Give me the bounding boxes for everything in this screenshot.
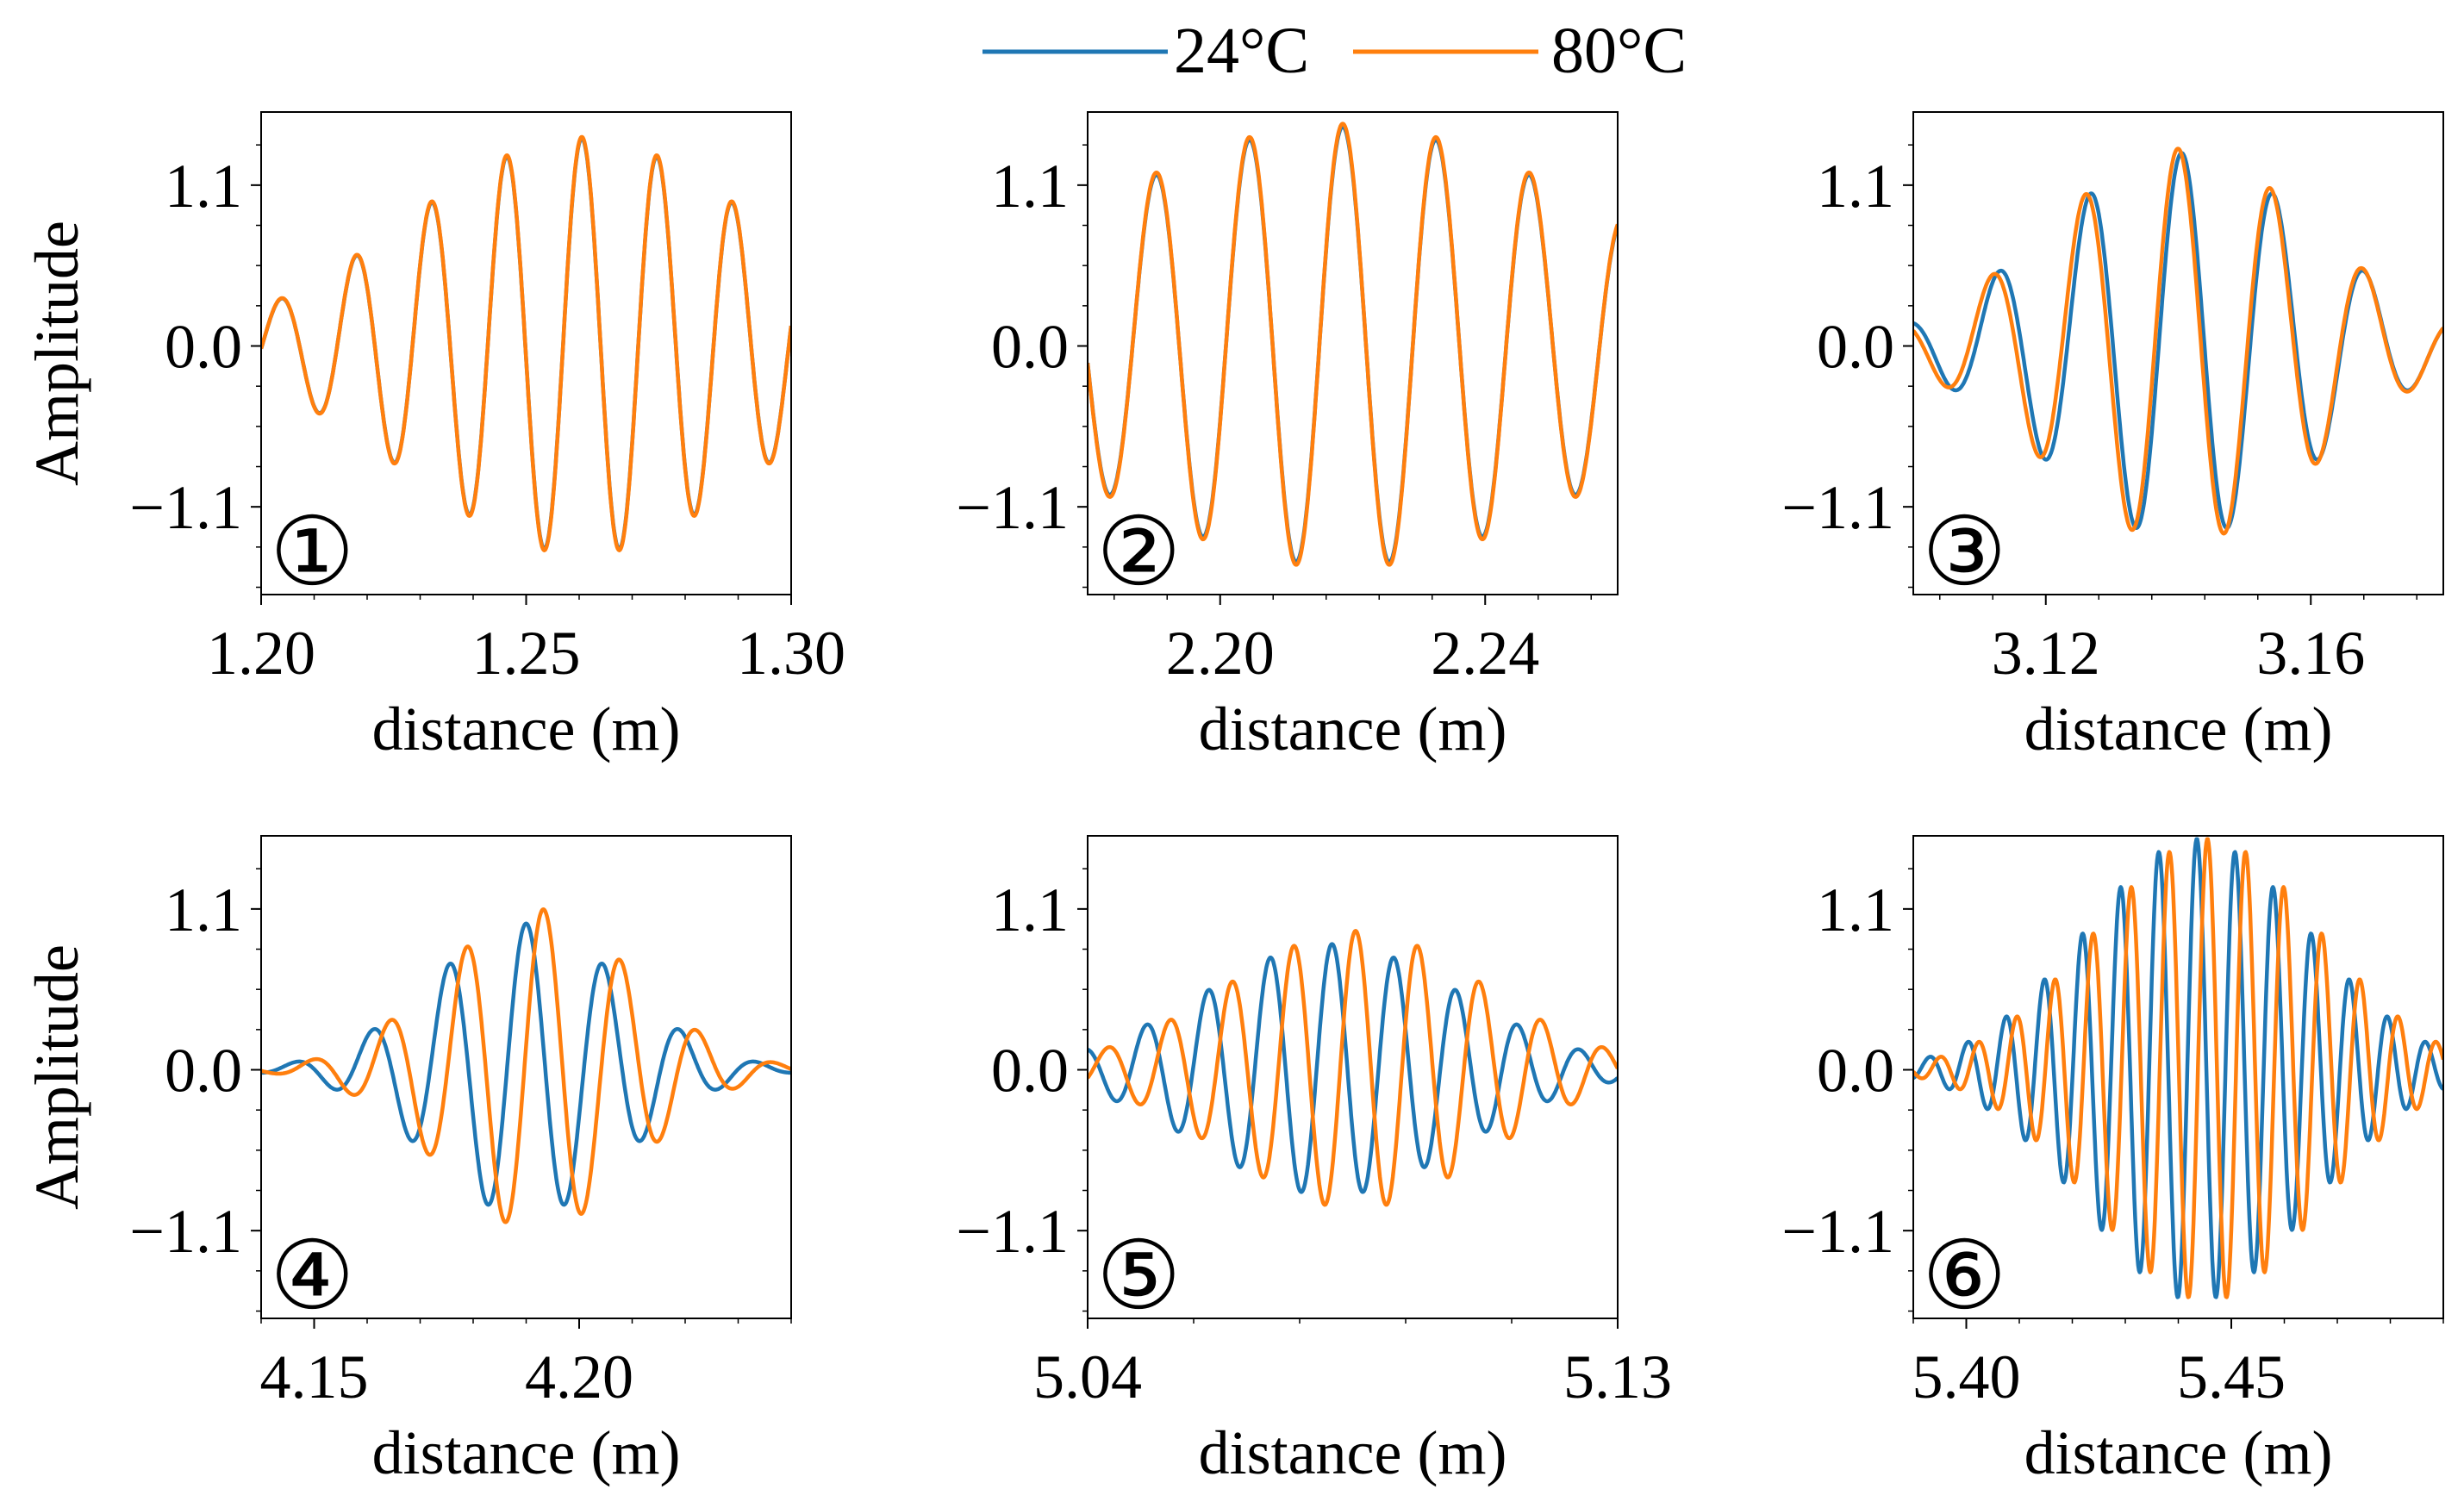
legend-label-24c: 24°C: [1174, 15, 1309, 87]
chart-panels: 1.1 0.0 −1.1 1.20 1.25 1.30 distance (m) Amplit…: [22, 111, 2444, 1487]
x-tick-label: 5.04: [1033, 1343, 1142, 1411]
plot-frame: [1087, 111, 1619, 595]
x-axis-label: distance (m): [2024, 1418, 2333, 1487]
x-tick-label: 5.13: [1563, 1343, 1672, 1411]
legend-label-80c: 80°C: [1551, 15, 1687, 87]
series-line-80c: [1088, 929, 1618, 1207]
y-tick-label: −1.1: [129, 473, 242, 542]
y-tick-label: 1.1: [1817, 875, 1894, 944]
y-tick-label: 0.0: [1817, 1037, 1894, 1106]
y-tick-label: 1.1: [991, 152, 1069, 221]
plot-frame: [1912, 111, 2444, 595]
x-tick-label: 3.16: [2256, 619, 2365, 688]
x-tick-label: 5.45: [2177, 1343, 2286, 1411]
x-axis-label: distance (m): [2024, 695, 2333, 763]
series-line-80c: [1088, 121, 1618, 567]
x-axis-label: distance (m): [372, 695, 681, 763]
chart-panel-1: 1.1 0.0 −1.1 1.20 1.25 1.30 distance (m) Amplit…: [22, 111, 845, 763]
series-line-80c: [1913, 837, 2443, 1299]
chart-panel-3: 1.1 0.0 −1.1 3.12 3.16 distance (m) ③: [1781, 111, 2444, 763]
panel-label: ④: [270, 1224, 355, 1329]
y-tick-label: −1.1: [129, 1197, 242, 1266]
chart-panel-6: 1.1 0.0 −1.1 5.40 5.45 distance (m) ⑥: [1781, 835, 2444, 1487]
panel-label: ⑥: [1922, 1224, 2007, 1329]
y-axis-label: Amplitude: [22, 944, 91, 1210]
series-line-80c: [261, 907, 791, 1224]
series-line-80c: [261, 134, 791, 552]
x-tick-label: 5.40: [1912, 1343, 2021, 1411]
chart-panel-4: 1.1 0.0 −1.1 4.15 4.20 distance (m) Amplitude ④: [22, 835, 792, 1487]
panel-label: ⑤: [1096, 1224, 1182, 1329]
x-tick-label: 1.20: [207, 619, 315, 688]
y-tick-label: 1.1: [165, 875, 242, 944]
y-tick-label: −1.1: [956, 473, 1069, 542]
x-tick-label: 1.30: [737, 619, 845, 688]
x-axis-label: distance (m): [372, 1418, 681, 1487]
series-line-24c: [261, 921, 791, 1207]
x-tick-label: 4.15: [260, 1343, 369, 1411]
y-tick-label: −1.1: [1781, 473, 1894, 542]
y-tick-label: 0.0: [991, 1037, 1069, 1106]
x-axis-label: distance (m): [1199, 1418, 1507, 1487]
x-tick-label: 2.24: [1431, 619, 1539, 688]
y-tick-label: 0.0: [165, 313, 242, 382]
x-tick-label: 4.20: [525, 1343, 633, 1411]
plot-frame: [1087, 835, 1619, 1319]
chart-panel-2: 1.1 0.0 −1.1 2.20 2.24 distance (m) ②: [956, 111, 1619, 763]
panel-label: ①: [270, 500, 355, 605]
chart-panel-5: 1.1 0.0 −1.1 5.04 5.13 distance (m) ⑤: [956, 835, 1672, 1487]
series-line-24c: [1913, 151, 2443, 530]
x-tick-label: 1.25: [472, 619, 581, 688]
series-line-24c: [1088, 942, 1618, 1194]
y-tick-label: −1.1: [956, 1197, 1069, 1266]
y-tick-label: 0.0: [991, 313, 1069, 382]
y-tick-label: 1.1: [991, 875, 1069, 944]
y-tick-label: −1.1: [1781, 1197, 1894, 1266]
y-tick-label: 0.0: [1817, 313, 1894, 382]
panel-label: ②: [1096, 500, 1182, 605]
panel-label: ③: [1922, 500, 2007, 605]
y-tick-label: 1.1: [165, 152, 242, 221]
x-tick-label: 2.20: [1166, 619, 1275, 688]
y-tick-label: 0.0: [165, 1037, 242, 1106]
series-line-24c: [1088, 124, 1618, 564]
x-tick-label: 3.12: [1992, 619, 2100, 688]
series-line-80c: [1913, 146, 2443, 536]
x-axis-label: distance (m): [1199, 695, 1507, 763]
y-tick-label: 1.1: [1817, 152, 1894, 221]
legend: 24°C 80°C: [982, 15, 1687, 87]
y-axis-label: Amplitude: [22, 221, 91, 486]
